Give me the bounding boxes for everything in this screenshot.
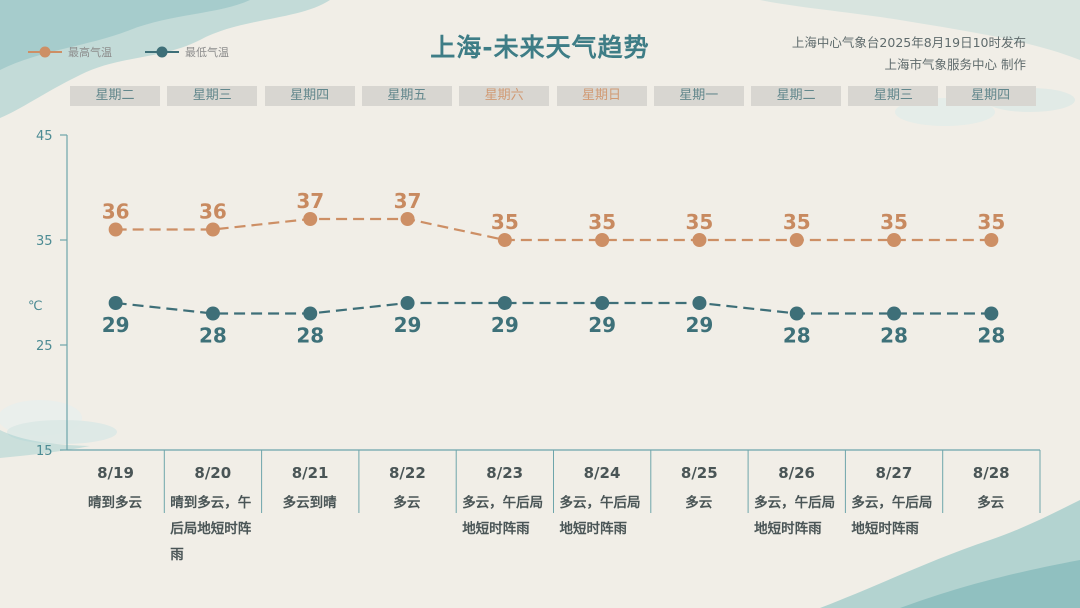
max-temp-label: 35 (977, 210, 1005, 234)
weather-description: 多云 (977, 495, 1005, 511)
date-label: 8/26 (778, 464, 815, 482)
max-temp-point (692, 233, 707, 247)
max-temp-point (984, 233, 999, 247)
legend-max-marker-icon (28, 46, 62, 58)
max-temp-point (789, 233, 804, 247)
max-temp-point (497, 233, 512, 247)
weekday-label: 星期五 (361, 86, 452, 106)
top-right-wave-decoration (760, 0, 1080, 60)
top-left-wave-highlight (0, 0, 250, 70)
y-tick-label: 45 (36, 129, 53, 144)
weekday-label: 星期四 (264, 86, 355, 106)
publisher-line-1: 上海中心气象台2025年8月19日10时发布 (791, 35, 1026, 50)
weather-description: 晴到多云，午后局地短时阵雨 (170, 495, 252, 563)
date-label: 8/25 (680, 464, 718, 482)
min-temp-line (115, 301, 992, 315)
weekday-label: 星期三 (848, 86, 939, 106)
max-temp-line (115, 217, 992, 242)
bottom-right-wave-highlight (900, 560, 1080, 608)
y-axis-unit: ℃ (28, 299, 43, 314)
top-left-wave-decoration (0, 0, 330, 118)
weather-description: 多云到晴 (282, 495, 337, 511)
date-label: 8/27 (875, 464, 913, 482)
weekday-label: 星期二 (70, 86, 160, 106)
max-temp-label: 35 (880, 210, 908, 234)
legend-min-temp: 最低气温 (145, 44, 229, 60)
min-temp-point (692, 296, 707, 310)
bottom-right-wave-decoration (820, 500, 1080, 608)
min-temp-point (595, 296, 610, 310)
min-temp-point (400, 296, 415, 310)
weekday-label: 星期四 (945, 86, 1036, 106)
date-label: 8/23 (486, 464, 524, 482)
max-temp-label: 35 (491, 210, 519, 234)
weather-description: 多云，午后局地短时阵雨 (559, 495, 641, 537)
series-min-temp: 29 28 28 29 29 29 29 28 28 28 (102, 296, 1005, 348)
min-temp-point (205, 306, 220, 321)
min-temp-point (984, 306, 999, 321)
date-label: 8/24 (583, 464, 621, 482)
max-temp-point (205, 222, 220, 237)
weekday-label: 星期二 (751, 86, 842, 106)
min-temp-label: 29 (588, 313, 616, 337)
weekday-label: 星期一 (653, 86, 744, 106)
date-label: 8/28 (972, 464, 1010, 482)
weather-description: 多云，午后局地短时阵雨 (851, 495, 933, 537)
date-label: 8/21 (291, 464, 329, 482)
min-temp-point (303, 306, 318, 321)
legend-max-label: 最高气温 (68, 46, 112, 59)
publisher-line-2: 上海市气象服务中心 制作 (884, 57, 1026, 72)
y-axis-ticks: 15 25 35 45 (36, 129, 67, 459)
min-temp-point (887, 306, 902, 321)
max-temp-point (303, 212, 318, 226)
min-temp-label: 29 (102, 313, 130, 337)
max-temp-label: 37 (394, 189, 422, 213)
max-temp-point (108, 222, 123, 237)
min-temp-label: 29 (686, 313, 714, 337)
max-temp-point (595, 233, 610, 247)
weather-description: 多云，午后局地短时阵雨 (754, 495, 836, 537)
legend-min-label: 最低气温 (185, 46, 229, 59)
series-max-temp: 36 36 37 37 35 35 35 35 35 35 (102, 189, 1005, 247)
min-temp-label: 29 (491, 313, 519, 337)
y-tick-label: 35 (36, 234, 53, 249)
max-temp-label: 35 (588, 210, 616, 234)
x-axis-dividers (163, 450, 1041, 513)
chart-title: 上海-未来天气趋势 (430, 33, 650, 62)
weekday-label: 星期六 (459, 86, 550, 106)
weekday-label: 星期日 (556, 86, 647, 106)
max-temp-label: 36 (102, 200, 130, 224)
min-temp-point (789, 306, 804, 321)
y-tick-label: 25 (36, 339, 53, 354)
max-temp-point (887, 233, 902, 247)
max-temp-point (400, 212, 415, 226)
weather-description: 多云 (685, 495, 713, 511)
max-temp-label: 37 (296, 189, 324, 213)
max-temp-label: 35 (686, 210, 714, 234)
max-temp-label: 35 (783, 210, 811, 234)
min-temp-label: 28 (977, 324, 1005, 348)
left-cloud-decoration-2 (7, 420, 117, 444)
min-temp-point (108, 296, 123, 310)
date-label: 8/19 (97, 464, 134, 482)
weather-description: 晴到多云 (88, 495, 142, 511)
weekday-label: 星期三 (167, 86, 258, 106)
min-temp-point (497, 296, 512, 310)
min-temp-label: 28 (199, 324, 227, 348)
min-temp-label: 28 (296, 324, 324, 348)
date-label: 8/22 (388, 464, 426, 482)
min-temp-label: 28 (880, 324, 908, 348)
min-temp-label: 29 (394, 313, 422, 337)
legend-min-marker-icon (145, 46, 179, 58)
min-temp-label: 28 (783, 324, 811, 348)
date-label: 8/20 (194, 464, 232, 482)
y-tick-label: 15 (36, 444, 53, 459)
max-temp-label: 36 (199, 200, 227, 224)
weather-description: 多云 (393, 495, 421, 511)
weather-description: 多云，午后局地短时阵雨 (462, 495, 544, 537)
legend-max-temp: 最高气温 (28, 44, 112, 60)
bottom-left-wave-decoration (0, 430, 90, 458)
